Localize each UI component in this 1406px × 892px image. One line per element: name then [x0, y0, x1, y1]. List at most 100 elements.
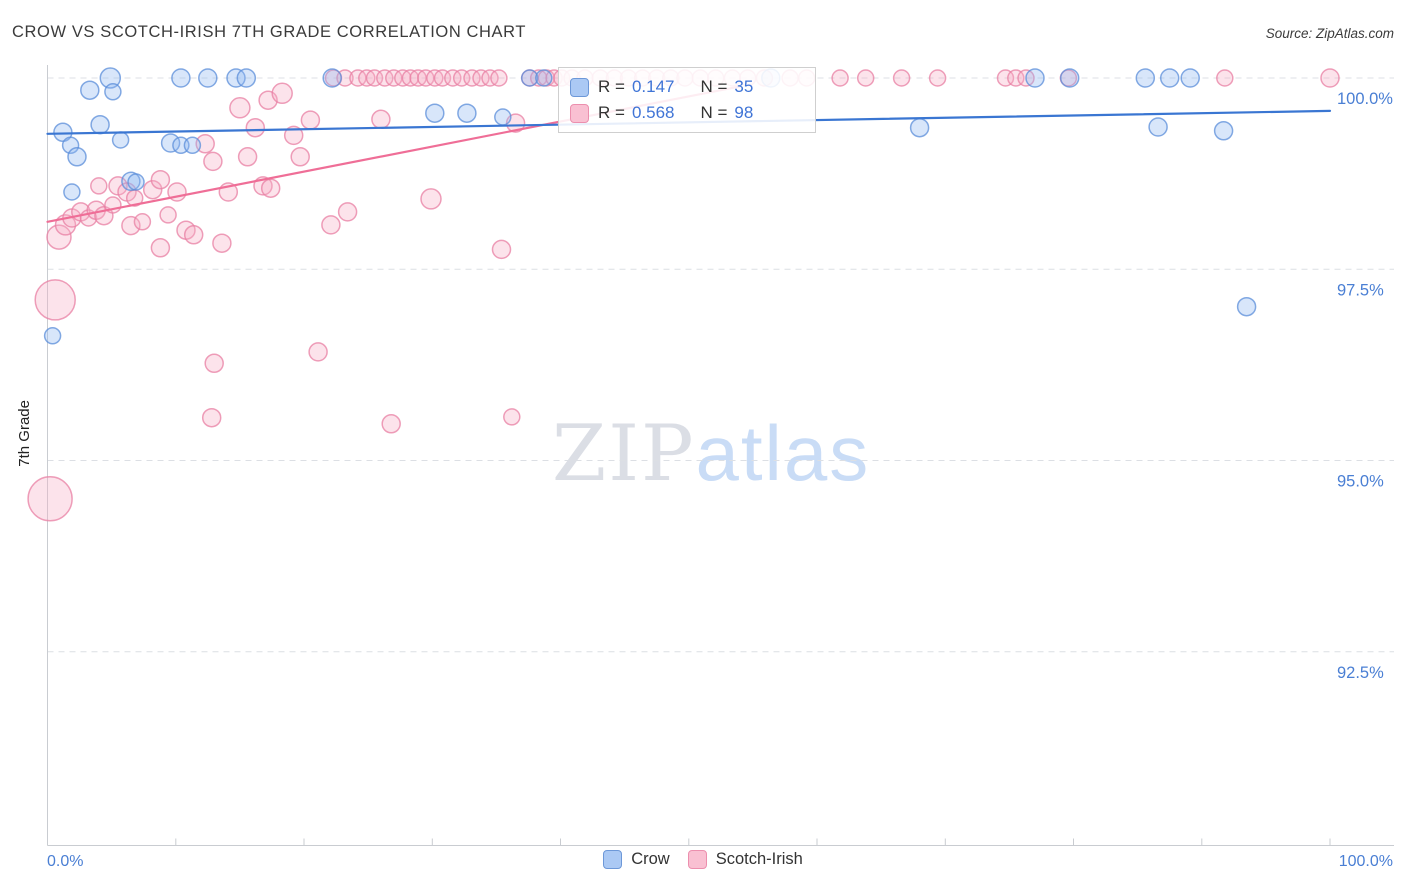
data-point-scotch-irish — [271, 82, 293, 105]
crow-n-label: N = — [700, 77, 728, 96]
data-point-scotch-irish — [481, 69, 499, 87]
data-point-scotch-irish — [892, 69, 911, 87]
legend-row-crow: R = 0.147 N = 35 — [570, 75, 804, 99]
watermark-zip-text: ZIP — [552, 409, 696, 499]
data-point-crow — [494, 108, 512, 126]
data-point-scotch-irish — [371, 109, 391, 130]
data-point-crow — [226, 68, 246, 88]
data-point-scotch-irish — [142, 179, 163, 200]
data-point-crow — [127, 173, 145, 191]
data-point-scotch-irish — [46, 224, 72, 250]
data-point-scotch-irish — [472, 69, 490, 87]
data-point-crow — [1180, 68, 1200, 88]
data-point-scotch-irish — [490, 69, 508, 87]
page-title: CROW VS SCOTCH-IRISH 7TH GRADE CORRELATI… — [12, 23, 527, 41]
data-point-crow — [80, 80, 100, 100]
data-point-scotch-irish — [503, 408, 521, 426]
data-point-crow — [1213, 121, 1234, 141]
scotch-irish-r-value: 0.568 — [631, 103, 675, 122]
data-point-scotch-irish — [212, 233, 232, 253]
data-point-scotch-irish — [381, 414, 401, 434]
data-point-scotch-irish — [337, 202, 358, 222]
data-point-scotch-irish — [195, 134, 215, 154]
bottom-legend-item-scotch-irish: Scotch-Irish — [687, 850, 803, 869]
source-link[interactable]: Source: ZipAtlas.com — [1265, 26, 1394, 41]
data-point-crow — [61, 136, 80, 155]
scotch-irish-swatch-icon — [687, 850, 707, 869]
data-point-scotch-irish — [34, 279, 76, 321]
data-point-scotch-irish — [321, 215, 341, 235]
data-point-scotch-irish — [831, 69, 849, 87]
data-point-crow — [322, 68, 342, 88]
crow-r-value: 0.147 — [631, 77, 675, 96]
correlation-legend-box: R = 0.147 N = 35 R = 0.568 N = 98 — [558, 67, 816, 133]
data-point-scotch-irish — [444, 69, 462, 87]
data-point-crow — [183, 136, 202, 155]
legend-row-scotch-irish: R = 0.568 N = 98 — [570, 101, 804, 125]
bottom-legend: Crow Scotch-Irish — [0, 850, 1406, 869]
data-point-crow — [909, 117, 930, 138]
y-tick-label: 92.5% — [1337, 664, 1384, 682]
data-point-crow — [43, 327, 62, 345]
data-point-crow — [171, 68, 191, 88]
data-point-scotch-irish — [928, 69, 947, 87]
bottom-legend-scotch-irish-label: Scotch-Irish — [715, 850, 803, 868]
x-axis-max-label: 100.0% — [1338, 853, 1393, 870]
data-point-crow — [1159, 68, 1180, 88]
x-axis-min-label: 0.0% — [47, 853, 84, 870]
data-point-scotch-irish — [229, 97, 251, 119]
crow-swatch-icon — [603, 850, 623, 869]
bottom-legend-crow-label: Crow — [631, 850, 670, 868]
data-point-scotch-irish — [1320, 68, 1340, 88]
data-point-crow — [236, 68, 257, 88]
data-point-scotch-irish — [90, 177, 108, 195]
data-point-scotch-irish — [121, 215, 141, 236]
data-point-scotch-irish — [308, 342, 328, 362]
data-point-scotch-irish — [300, 110, 321, 130]
scotch-irish-r-label: R = — [598, 103, 625, 122]
data-point-scotch-irish — [203, 151, 223, 172]
y-tick-label: 97.5% — [1337, 281, 1384, 299]
data-point-scotch-irish — [204, 353, 224, 374]
scotch-irish-n-value: 98 — [734, 103, 754, 122]
data-point-crow — [90, 114, 110, 135]
watermark-atlas-text: atlas — [695, 409, 871, 497]
crow-r-label: R = — [598, 77, 625, 96]
crow-swatch-icon — [570, 77, 589, 97]
data-point-crow — [425, 103, 445, 123]
data-point-crow — [104, 83, 122, 101]
data-point-scotch-irish — [133, 213, 152, 231]
y-axis-title: 7th Grade — [16, 400, 33, 467]
data-point-crow — [67, 147, 87, 167]
scotch-irish-n-label: N = — [700, 103, 728, 122]
data-point-scotch-irish — [237, 147, 258, 167]
data-point-scotch-irish — [260, 178, 281, 198]
bottom-legend-item-crow: Crow — [603, 850, 670, 869]
data-point-scotch-irish — [491, 239, 512, 260]
y-tick-label: 100.0% — [1337, 90, 1393, 108]
y-tick-label: 95.0% — [1337, 473, 1384, 491]
data-point-crow — [457, 103, 477, 123]
crow-n-value: 35 — [734, 77, 754, 96]
data-point-crow — [99, 67, 122, 89]
data-point-crow — [1025, 68, 1045, 88]
data-point-scotch-irish — [150, 238, 171, 258]
data-point-scotch-irish — [290, 147, 310, 167]
data-point-scotch-irish — [183, 225, 204, 245]
data-point-scotch-irish — [420, 188, 442, 210]
data-point-scotch-irish — [27, 476, 73, 522]
data-point-scotch-irish — [201, 407, 222, 428]
data-point-crow — [63, 183, 81, 201]
data-point-crow — [520, 69, 539, 87]
data-point-crow — [121, 171, 141, 192]
zipatlas-watermark: ZIPatlas — [552, 408, 870, 499]
data-point-scotch-irish — [150, 169, 171, 190]
scotch-irish-swatch-icon — [570, 103, 589, 123]
data-point-scotch-irish — [463, 69, 481, 87]
data-point-scotch-irish — [283, 125, 304, 146]
data-point-scotch-irish — [159, 206, 177, 224]
data-point-crow — [1059, 68, 1080, 88]
data-point-scotch-irish — [1216, 69, 1234, 87]
data-point-crow — [535, 69, 553, 87]
